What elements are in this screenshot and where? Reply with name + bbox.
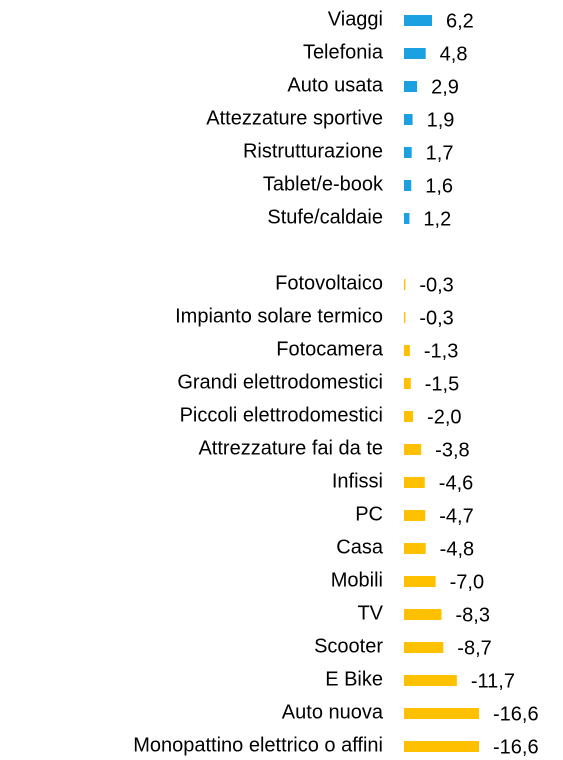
category-label: Mobili (331, 569, 383, 591)
value-label: -0,3 (419, 307, 453, 329)
bar (404, 444, 422, 455)
category-label: Piccoli elettrodomestici (180, 404, 383, 426)
category-label: Impianto solare termico (175, 305, 383, 327)
value-label: 2,9 (431, 76, 459, 98)
bar (404, 378, 411, 389)
value-label: -7,0 (450, 571, 484, 593)
category-label: Scooter (314, 635, 383, 657)
bar (404, 510, 426, 521)
bar (404, 576, 436, 587)
value-label: 6,2 (446, 10, 474, 32)
value-label: -8,7 (457, 637, 491, 659)
bar (404, 180, 412, 191)
category-label: Attezzature sportive (206, 107, 383, 129)
category-label: Tablet/e-book (263, 173, 384, 195)
category-label: Infissi (332, 470, 383, 492)
bar (404, 312, 406, 323)
category-label: PC (355, 503, 383, 525)
category-label: Monopattino elettrico o affini (133, 734, 383, 756)
value-label: 4,8 (440, 43, 468, 65)
value-label: -11,7 (471, 670, 515, 692)
bar (404, 15, 433, 26)
value-label: -4,8 (440, 538, 474, 560)
category-label: Grandi elettrodomestici (177, 371, 383, 393)
bar (404, 543, 426, 554)
category-label: Auto nuova (282, 701, 384, 723)
category-label: Stufe/caldaie (267, 206, 383, 228)
value-label: -16,6 (493, 703, 539, 725)
value-label: 1,9 (427, 109, 455, 131)
value-label: -3,8 (435, 439, 469, 461)
value-label: 1,2 (423, 208, 451, 230)
bar (404, 609, 442, 620)
value-label: -16,6 (493, 736, 539, 758)
bar (404, 213, 410, 224)
category-label: Viaggi (328, 8, 383, 30)
value-label: -2,0 (427, 406, 461, 428)
category-label: Fotovoltaico (275, 272, 383, 294)
category-label: E Bike (325, 668, 383, 690)
bar (404, 477, 425, 488)
bar (404, 642, 444, 653)
category-label: Casa (336, 536, 384, 558)
category-label: Attrezzature fai da te (198, 437, 383, 459)
bar (404, 279, 406, 290)
value-label: -0,3 (419, 274, 453, 296)
value-label: -4,7 (439, 505, 473, 527)
value-label: -1,3 (424, 340, 458, 362)
bar (404, 48, 426, 59)
bar (404, 411, 414, 422)
bar (404, 708, 479, 719)
value-label: -4,6 (439, 472, 473, 494)
bar (404, 147, 412, 158)
value-label: -8,3 (456, 604, 490, 626)
category-label: Fotocamera (276, 338, 384, 360)
bar (404, 81, 418, 92)
value-label: -1,5 (425, 373, 459, 395)
bar (404, 675, 457, 686)
value-label: 1,7 (426, 142, 454, 164)
category-label: Auto usata (287, 74, 384, 96)
category-label: Ristrutturazione (243, 140, 383, 162)
bar (404, 345, 410, 356)
category-label: Telefonia (303, 41, 384, 63)
bar (404, 114, 413, 125)
bar (404, 741, 479, 752)
value-label: 1,6 (425, 175, 453, 197)
category-label: TV (357, 602, 383, 624)
